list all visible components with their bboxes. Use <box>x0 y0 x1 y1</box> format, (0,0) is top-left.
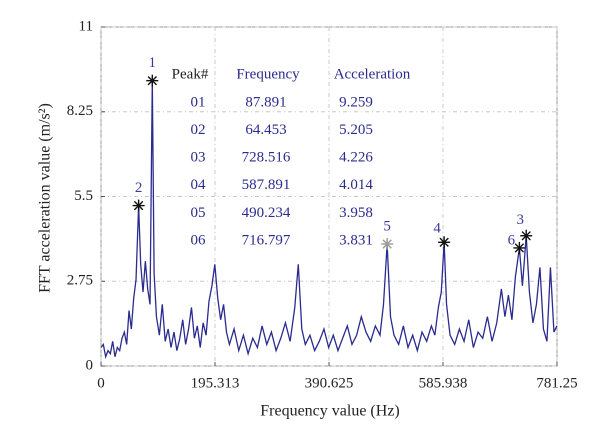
marker-stroke <box>521 231 531 241</box>
y-tick-label: 2.75 <box>67 273 93 289</box>
peak-marker <box>146 74 159 87</box>
y-tick-label: 5.5 <box>74 188 93 204</box>
y-tick-label: 11 <box>79 18 93 34</box>
peak-label: 6 <box>508 232 516 248</box>
peak-label: 1 <box>149 55 157 71</box>
y-axis-title: FFT acceleration value (m/s²) <box>37 103 54 293</box>
x-tick-label: 781.25 <box>536 375 577 391</box>
table-cell: 587.891 <box>242 177 291 193</box>
peak-label: 3 <box>516 212 524 228</box>
table-cell: 87.891 <box>245 94 286 110</box>
marker-stroke <box>382 239 392 249</box>
x-axis-title: Frequency value (Hz) <box>260 403 400 420</box>
y-tick-label: 0 <box>86 357 94 373</box>
peak-marker <box>132 199 145 212</box>
table-cell: 716.797 <box>242 232 291 248</box>
table-cell: 02 <box>191 122 206 138</box>
table-cell: 9.259 <box>339 94 373 110</box>
table-cell: 4.226 <box>339 150 373 166</box>
table-header: Peak# <box>172 66 209 82</box>
peak-label: 4 <box>433 221 441 237</box>
x-tick-label: 585.938 <box>419 375 468 391</box>
table-cell: 728.516 <box>242 150 291 166</box>
table-cell: 64.453 <box>245 122 286 138</box>
marker-stroke <box>514 243 525 253</box>
y-tick-label: 8.25 <box>67 103 93 119</box>
table-cell: 05 <box>191 205 206 221</box>
table-cell: 5.205 <box>339 122 373 138</box>
table-cell: 06 <box>191 232 207 248</box>
table-cell: 01 <box>191 94 206 110</box>
peak-marker <box>513 241 526 254</box>
table-header: Frequency <box>236 66 300 82</box>
table-header: Acceleration <box>334 66 411 82</box>
table-cell: 04 <box>191 177 207 193</box>
marker-stroke <box>147 75 157 86</box>
x-tick-label: 195.313 <box>191 375 240 391</box>
table-cell: 3.831 <box>339 232 373 248</box>
table-cell: 3.958 <box>339 205 373 221</box>
peak-marker <box>381 238 394 251</box>
peak-marker <box>520 229 533 242</box>
peak-label: 5 <box>383 218 391 234</box>
table-cell: 4.014 <box>339 177 373 193</box>
table-cell: 490.234 <box>242 205 291 221</box>
x-tick-label: 390.625 <box>305 375 354 391</box>
x-tick-label: 0 <box>97 375 105 391</box>
marker-stroke <box>133 200 144 211</box>
peak-marker <box>438 236 451 249</box>
marker-stroke <box>439 237 449 247</box>
spectrum-line <box>100 80 558 360</box>
peak-label: 2 <box>135 180 143 196</box>
table-cell: 03 <box>191 150 206 166</box>
